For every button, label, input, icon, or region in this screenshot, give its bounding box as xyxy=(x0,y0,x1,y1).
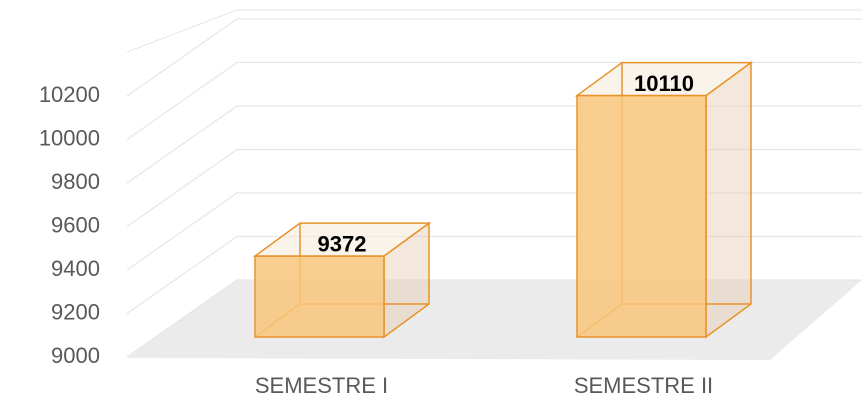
y-tick-label: 9200 xyxy=(51,299,100,324)
x-tick-label: SEMESTRE I xyxy=(255,373,388,398)
value-label: 9372 xyxy=(318,231,367,256)
y-tick-label: 9000 xyxy=(51,343,100,368)
wall-edge xyxy=(126,9,238,53)
bar-front xyxy=(576,94,707,338)
bar xyxy=(252,221,432,339)
y-tick-label: 10200 xyxy=(39,82,100,107)
y-tick-label: 9600 xyxy=(51,212,100,237)
y-tick-label: 9400 xyxy=(51,256,100,281)
bar-side xyxy=(705,61,752,339)
value-label: 10110 xyxy=(634,71,694,96)
bar-front xyxy=(254,255,385,338)
grid-line xyxy=(126,18,862,97)
bar xyxy=(574,61,754,339)
x-tick-label: SEMESTRE II xyxy=(574,373,713,398)
y-tick-label: 9800 xyxy=(51,169,100,194)
y-tick-label: 10000 xyxy=(39,125,100,150)
